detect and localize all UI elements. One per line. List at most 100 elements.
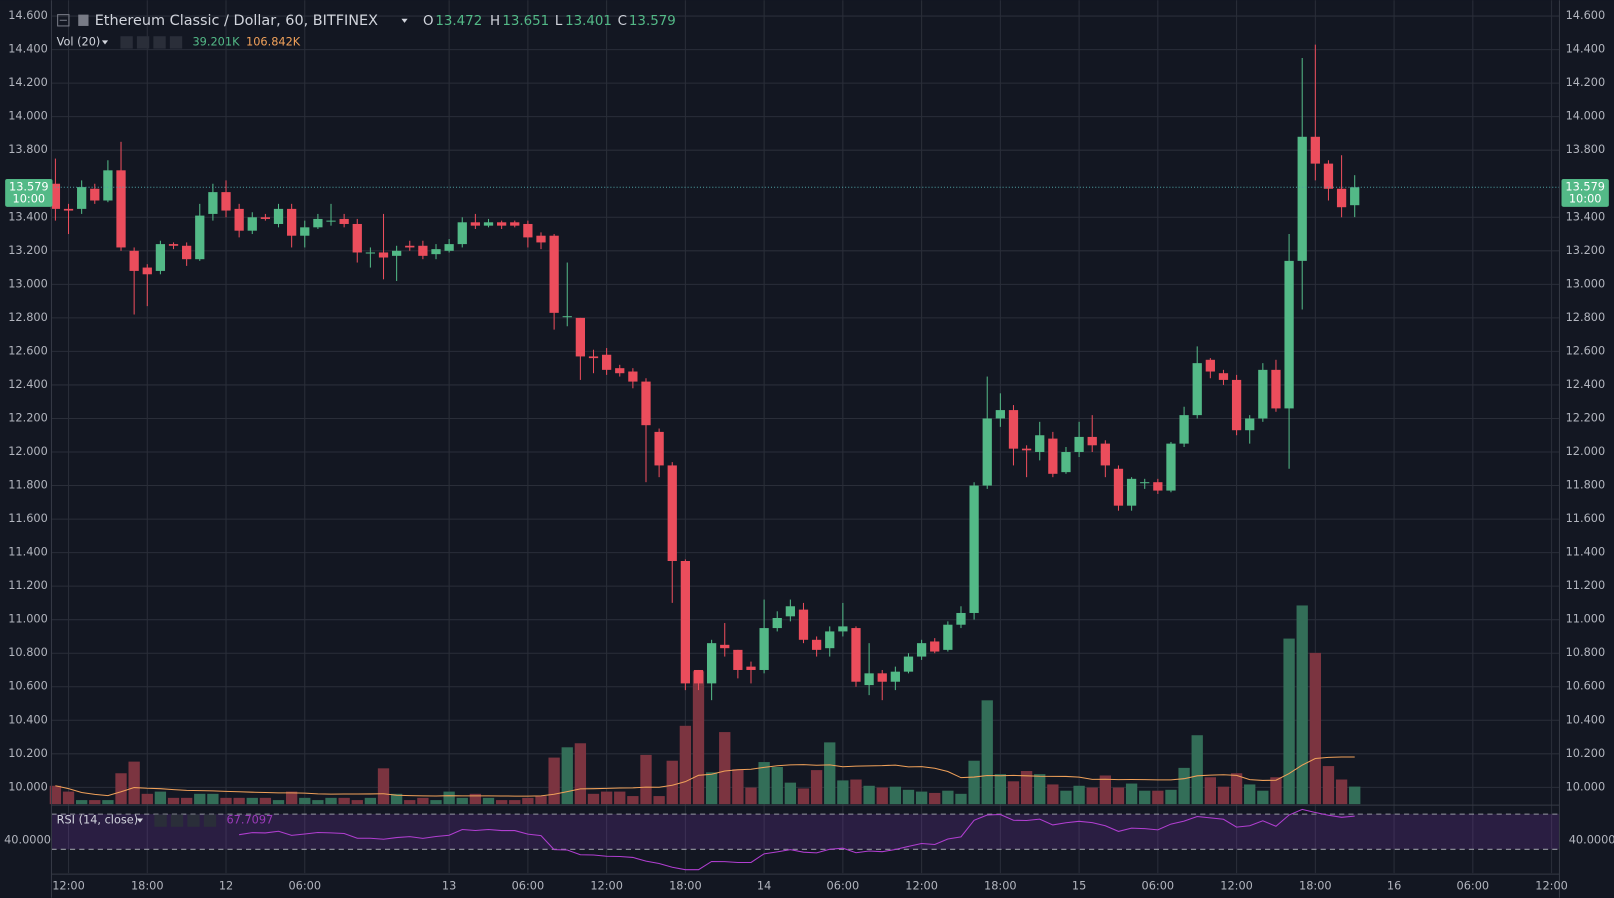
volume-bar	[1020, 771, 1033, 805]
legend-icon[interactable]	[170, 814, 184, 827]
volume-bar	[810, 770, 823, 805]
dropdown-arrow[interactable]	[136, 818, 144, 823]
ohlc-value: 13.579	[629, 14, 676, 29]
volume-bar	[889, 786, 902, 805]
candle-body	[523, 223, 533, 238]
candle-body	[825, 631, 835, 649]
candle-body	[431, 249, 441, 255]
candle-body	[536, 235, 546, 243]
y-tick-label: 13.000	[8, 276, 48, 290]
volume-bar	[62, 791, 75, 805]
candle-body	[287, 208, 297, 236]
legend-icon[interactable]	[154, 814, 167, 827]
candle-body	[995, 410, 1005, 419]
candle-body	[1113, 468, 1124, 506]
candle-body	[1166, 443, 1176, 491]
price-tag-label: 13.579	[1565, 179, 1605, 193]
candle-body	[785, 606, 795, 617]
legend-icon[interactable]	[136, 36, 150, 49]
candle-body	[772, 618, 782, 629]
legend-icon[interactable]	[203, 814, 217, 827]
volume-bar	[942, 790, 954, 805]
candle-body	[1100, 443, 1110, 466]
rsi-tick-label: 40.0000	[1569, 833, 1614, 847]
ohlc-key: L	[555, 14, 563, 29]
candle-body	[1205, 359, 1215, 372]
volume-bar	[1125, 783, 1138, 805]
candle-body	[982, 418, 992, 486]
candle-body	[811, 639, 822, 650]
legend-icon[interactable]	[120, 36, 133, 49]
volume-bar	[1309, 652, 1321, 805]
legend-icon[interactable]	[187, 814, 200, 827]
x-tick-label: 12	[219, 878, 233, 892]
candle-body	[641, 381, 651, 426]
y-tick-label: 14.400	[1566, 42, 1606, 56]
volume-bar	[115, 773, 127, 805]
volume-bar	[1322, 766, 1335, 805]
candle-body	[549, 235, 559, 313]
candle-body	[457, 222, 467, 245]
volume-bar	[1034, 774, 1046, 805]
y-tick-label: 12.600	[8, 343, 48, 357]
candle-body	[155, 244, 166, 271]
candle-body	[693, 669, 704, 684]
volume-bar	[1349, 786, 1361, 805]
volume-bar	[75, 800, 88, 805]
volume-legend[interactable]: Vol (20)	[57, 34, 101, 48]
volume-bar	[390, 793, 403, 805]
candle-body	[746, 666, 756, 670]
x-tick-label: 12:00	[52, 878, 85, 892]
volume-bar	[285, 791, 298, 805]
volume-bar	[627, 796, 639, 805]
volume-bar	[732, 769, 744, 805]
candle-body	[470, 222, 481, 226]
candle-body	[300, 227, 310, 236]
rsi-legend[interactable]: RSI (14, close)	[57, 813, 139, 827]
dropdown-arrow[interactable]	[401, 18, 408, 23]
x-tick-label: 06:00	[288, 878, 321, 892]
volume-bar	[653, 796, 665, 805]
chart-title[interactable]: Ethereum Classic / Dollar, 60, BITFINEX	[95, 13, 378, 29]
y-tick-label: 11.400	[1566, 545, 1606, 559]
y-tick-label: 11.200	[1566, 578, 1606, 592]
volume-bar	[981, 700, 993, 805]
candle-body	[654, 431, 664, 466]
y-tick-label: 13.400	[1566, 209, 1606, 223]
volume-bar	[128, 761, 140, 805]
candle-body	[168, 244, 179, 246]
y-tick-label: 10.000	[1566, 779, 1606, 793]
legend-icon[interactable]	[169, 36, 183, 49]
legend-icon[interactable]	[153, 36, 166, 49]
candle-body	[273, 208, 284, 224]
y-tick-label: 11.600	[1566, 511, 1606, 525]
volume-bar	[194, 793, 206, 805]
ohlc-value: 13.472	[435, 14, 482, 29]
volume-bar	[915, 791, 928, 805]
y-tick-label: 11.800	[1566, 478, 1606, 492]
volume-bar	[272, 800, 285, 805]
candle-body	[90, 188, 100, 201]
candle-body	[352, 223, 362, 253]
candle-body	[956, 612, 966, 625]
volume-bar	[482, 797, 495, 805]
collapse-icon[interactable]	[57, 14, 70, 27]
x-tick-label: 15	[1072, 878, 1086, 892]
axes: 10.000 10.000 10.200 10.200 10.400 10.400 10.6…	[4, 8, 1614, 892]
volume-bar	[535, 796, 547, 805]
candle-body	[864, 673, 874, 686]
volume-bar	[574, 743, 587, 805]
volume-bar	[600, 791, 613, 805]
y-tick-label: 14.400	[8, 42, 48, 56]
volume-bar	[1112, 787, 1125, 805]
volume-bar	[1191, 735, 1203, 805]
volume-bar	[1007, 781, 1020, 805]
candle-body	[1258, 369, 1268, 419]
x-tick-label: 12:00	[1220, 878, 1253, 892]
volume-value: 39.201K	[192, 34, 240, 48]
volume-bar	[548, 757, 560, 805]
candle-body	[890, 671, 900, 682]
y-tick-label: 10.600	[8, 679, 48, 693]
volume-bar	[824, 742, 836, 805]
dropdown-arrow[interactable]	[101, 40, 109, 45]
